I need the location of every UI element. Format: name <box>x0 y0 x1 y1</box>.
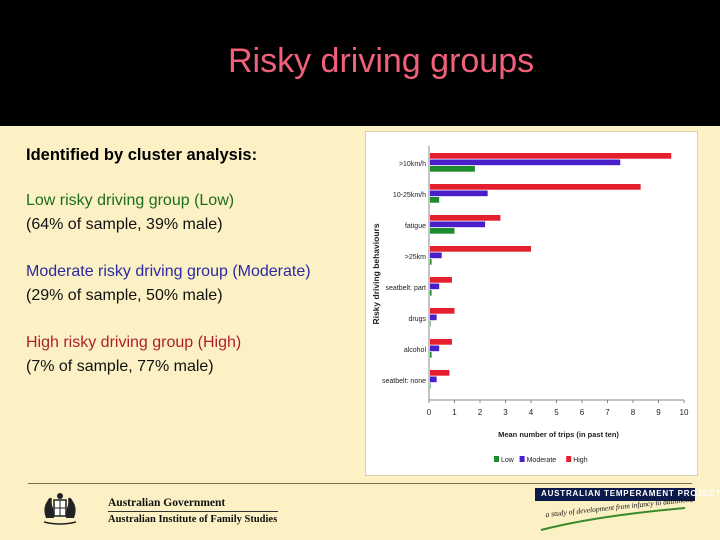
bar-low-7 <box>430 383 431 389</box>
bar-moderate-6 <box>430 345 440 352</box>
bar-high-3 <box>430 246 531 252</box>
subhead: Identified by cluster analysis: <box>26 146 258 164</box>
x-tick-label-4: 4 <box>529 408 534 417</box>
legend-label-high: High <box>573 457 588 464</box>
legend-label-moderate: Moderate <box>527 457 557 464</box>
bar-low-4 <box>430 290 432 296</box>
bar-high-5 <box>430 308 455 314</box>
category-label-5: drugs <box>408 316 426 323</box>
gov-rule <box>108 511 278 512</box>
bar-low-3 <box>430 259 432 265</box>
x-tick-label-7: 7 <box>605 408 610 417</box>
gov-logo: Australian Government Australian Institu… <box>40 488 300 532</box>
coat-of-arms-icon <box>43 493 77 525</box>
x-tick-label-2: 2 <box>478 408 483 417</box>
category-label-1: 10-25km/h <box>393 192 426 199</box>
x-tick-label-5: 5 <box>554 408 559 417</box>
bar-moderate-0 <box>430 159 621 166</box>
institute-name: Australian Institute of Family Studies <box>108 514 278 525</box>
bar-low-5 <box>430 321 431 327</box>
category-label-7: seatbelt: none <box>382 378 426 385</box>
group-high-detail: (7% of sample, 77% male) <box>26 358 214 375</box>
x-tick-label-3: 3 <box>503 408 508 417</box>
bar-moderate-1 <box>430 190 488 197</box>
bar-low-1 <box>430 197 440 203</box>
legend-swatch-low <box>494 456 499 462</box>
group-low: Low risky driving group (Low) (64% of sa… <box>26 189 366 237</box>
bar-moderate-2 <box>430 221 486 228</box>
group-moderate: Moderate risky driving group (Moderate) … <box>26 260 366 308</box>
x-tick-label-10: 10 <box>680 408 689 417</box>
category-label-6: alcohol <box>404 347 427 354</box>
bar-low-0 <box>430 166 475 172</box>
x-tick-label-1: 1 <box>452 408 457 417</box>
bar-low-2 <box>430 228 455 234</box>
bar-chart: >10km/h 10-25km/h fatigue >25km seatbelt: pa… <box>371 146 689 464</box>
group-low-detail: (64% of sample, 39% male) <box>26 216 223 233</box>
legend-label-low: Low <box>501 457 515 464</box>
category-label-4: seatbelt: part <box>386 285 427 292</box>
legend-swatch-moderate <box>519 456 525 462</box>
legend-swatch-high <box>566 456 572 462</box>
text-block: Identified by cluster analysis: Low risk… <box>26 146 366 402</box>
bar-high-7 <box>430 370 450 376</box>
x-tick-label-0: 0 <box>427 408 432 417</box>
bar-low-6 <box>430 352 432 358</box>
atp-logo: AUSTRALIAN TEMPERAMENT PROJECT a study o… <box>535 488 720 533</box>
x-tick-label-9: 9 <box>656 408 661 417</box>
bar-moderate-4 <box>430 283 440 290</box>
slide-header: Risky driving groups <box>0 0 720 126</box>
bar-high-6 <box>430 339 452 345</box>
group-moderate-detail: (29% of sample, 50% male) <box>26 287 223 304</box>
atp-banner: AUSTRALIAN TEMPERAMENT PROJECT <box>535 488 720 501</box>
x-tick-label-6: 6 <box>580 408 585 417</box>
bar-moderate-5 <box>430 314 437 321</box>
atp-swoosh-icon <box>540 507 686 531</box>
group-high: High risky driving group (High) (7% of s… <box>26 331 366 379</box>
chart-panel: >10km/h 10-25km/h fatigue >25km seatbelt: pa… <box>365 131 698 476</box>
footer-divider <box>28 483 692 484</box>
y-axis-title: Risky driving behaviours <box>371 223 381 324</box>
group-low-name: Low risky driving group (Low) <box>26 192 235 209</box>
bar-moderate-7 <box>430 376 437 383</box>
atp-name: AUSTRALIAN TEMPERAMENT PROJECT <box>541 489 720 498</box>
gov-name: Australian Government <box>108 497 226 509</box>
x-tick-label-8: 8 <box>631 408 636 417</box>
category-label-3: >25km <box>405 254 426 261</box>
bar-high-1 <box>430 184 641 190</box>
bar-moderate-3 <box>430 252 442 259</box>
category-label-0: >10km/h <box>399 161 426 168</box>
bar-high-4 <box>430 277 452 283</box>
slide-title: Risky driving groups <box>228 42 535 80</box>
group-moderate-name: Moderate risky driving group (Moderate) <box>26 263 311 280</box>
x-axis-title: Mean number of trips (in past ten) <box>498 430 619 439</box>
bar-high-2 <box>430 215 501 221</box>
bar-high-0 <box>430 153 672 159</box>
category-label-2: fatigue <box>405 223 426 230</box>
group-high-name: High risky driving group (High) <box>26 334 242 351</box>
